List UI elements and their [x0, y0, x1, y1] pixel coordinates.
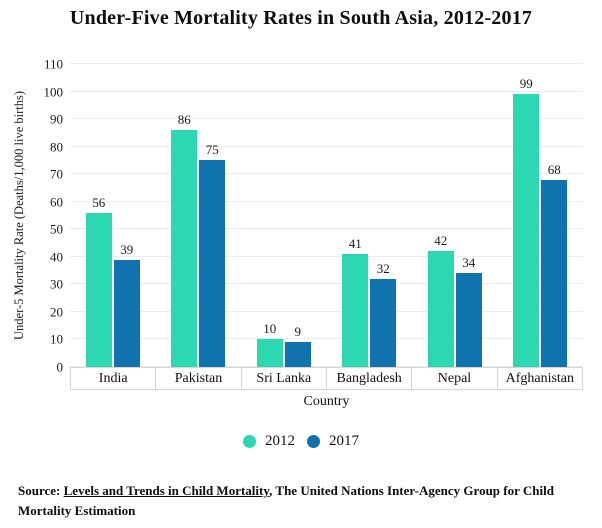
x-axis-title: Country [303, 394, 350, 409]
bar-2017-nepal [455, 273, 482, 367]
bar-slot-2017-pakistan: 75 [199, 64, 226, 367]
bar-value-label: 39 [120, 241, 134, 257]
gridline-30 [70, 283, 583, 285]
bar-slot-2012-india: 56 [85, 64, 112, 367]
y-tick-label-110: 110 [43, 56, 63, 72]
bar-2012-pakistan [171, 130, 198, 367]
bar-slot-2012-nepal: 42 [427, 64, 454, 367]
y-tick-label-0: 0 [56, 359, 64, 375]
legend-item-2012: 2012 [243, 433, 295, 450]
source-link[interactable]: Levels and Trends in Child Mortality [63, 483, 270, 498]
legend-swatch-2017 [307, 434, 320, 448]
gridline-10 [70, 338, 583, 340]
y-tick-label-10: 10 [50, 331, 63, 347]
y-tick-label-100: 100 [43, 84, 64, 100]
bar-2017-afghanistan [541, 179, 568, 367]
bar-slot-2017-nepal: 34 [455, 64, 482, 367]
bar-2012-sri-lanka [256, 339, 283, 367]
legend-swatch-2012 [243, 434, 256, 448]
bar-group-afghanistan: 99 68 [498, 64, 584, 367]
y-tick-label-70: 70 [50, 166, 63, 182]
y-tick-label-80: 80 [50, 139, 63, 155]
legend-item-2017: 2017 [307, 433, 359, 450]
bar-2017-bangladesh [370, 278, 397, 367]
bar-group-pakistan: 86 75 [156, 64, 242, 367]
plot-area: 0 10 20 30 40 50 60 70 80 90 100 110 56 39 86 75 10 9 41 32… [44, 58, 583, 374]
legend-label-2012: 2012 [265, 432, 295, 449]
y-tick-label-60: 60 [50, 194, 63, 210]
bar-2012-nepal [427, 251, 454, 367]
bar-value-label: 41 [348, 236, 362, 252]
y-tick-label-40: 40 [50, 249, 63, 265]
y-axis-title: Under-5 Mortality Rate (Deaths/1,000 liv… [12, 91, 26, 340]
x-tick-label-pakistan: Pakistan [155, 368, 240, 389]
bar-slot-2012-sri-lanka: 10 [256, 64, 283, 367]
bar-slot-2017-bangladesh: 32 [370, 64, 397, 367]
bar-2017-sri-lanka [284, 342, 311, 367]
bar-value-label: 75 [205, 142, 219, 158]
x-tick-label-sri-lanka: Sri Lanka [240, 368, 326, 389]
bar-value-label: 42 [434, 233, 448, 249]
bar-group-sri-lanka: 10 9 [241, 64, 327, 367]
bar-value-label: 99 [519, 76, 533, 92]
bar-group-bangladesh: 41 32 [327, 64, 413, 367]
y-tick-label-30: 30 [50, 276, 63, 292]
source-prefix: Source: [18, 483, 64, 498]
legend-label-2017: 2017 [329, 432, 359, 449]
bar-value-label: 10 [263, 321, 277, 337]
bar-value-label: 34 [462, 255, 476, 271]
x-tick-label-bangladesh: Bangladesh [325, 368, 411, 389]
bar-2017-india [113, 259, 140, 367]
y-tick-label-20: 20 [50, 304, 63, 320]
bar-slot-2017-sri-lanka: 9 [284, 64, 311, 367]
gridline-40 [70, 255, 583, 257]
source-suffix: , The United Nations Inter-Agency Group … [18, 483, 554, 518]
bar-value-label: 32 [376, 260, 390, 276]
legend: 2012 2017 [0, 431, 602, 451]
x-tick-label-afghanistan: Afghanistan [496, 368, 583, 389]
bar-slot-2012-bangladesh: 41 [342, 64, 369, 367]
chart-title: Under-Five Mortality Rates in South Asia… [69, 7, 533, 29]
bar-group-india: 56 39 [70, 64, 156, 367]
gridline-60 [70, 200, 583, 202]
y-tick-label-90: 90 [50, 111, 63, 127]
bar-value-label: 56 [92, 194, 106, 210]
bar-slot-2017-india: 39 [113, 64, 140, 367]
bar-2012-india [85, 212, 112, 367]
gridline-100 [70, 90, 583, 92]
source-note: Source: Levels and Trends in Child Morta… [18, 481, 588, 520]
bar-slot-2012-pakistan: 86 [171, 64, 198, 367]
y-tick-label-50: 50 [50, 221, 63, 237]
gridline-90 [70, 118, 583, 120]
x-tick-label-nepal: Nepal [411, 368, 496, 389]
gridline-110 [70, 63, 583, 64]
bar-2017-pakistan [199, 160, 226, 367]
bar-2012-bangladesh [342, 254, 369, 367]
bar-value-label: 9 [294, 324, 302, 340]
gridline-70 [70, 173, 583, 175]
x-tick-label-india: India [70, 368, 155, 389]
bar-2012-afghanistan [513, 94, 540, 367]
gridline-0 [70, 366, 583, 367]
bar-group-nepal: 42 34 [412, 64, 498, 367]
bars-layer: 56 39 86 75 10 9 41 32 42 34 99 68 [70, 64, 583, 367]
x-axis-band: India Pakistan Sri Lanka Bangladesh Nepal Afg… [70, 367, 583, 390]
gridline-20 [70, 310, 583, 312]
bar-slot-2012-afghanistan: 99 [513, 64, 540, 367]
bar-value-label: 86 [177, 112, 191, 128]
gridline-50 [70, 228, 583, 230]
bar-slot-2017-afghanistan: 68 [541, 64, 568, 367]
gridline-80 [70, 145, 583, 147]
bar-value-label: 68 [547, 161, 561, 177]
